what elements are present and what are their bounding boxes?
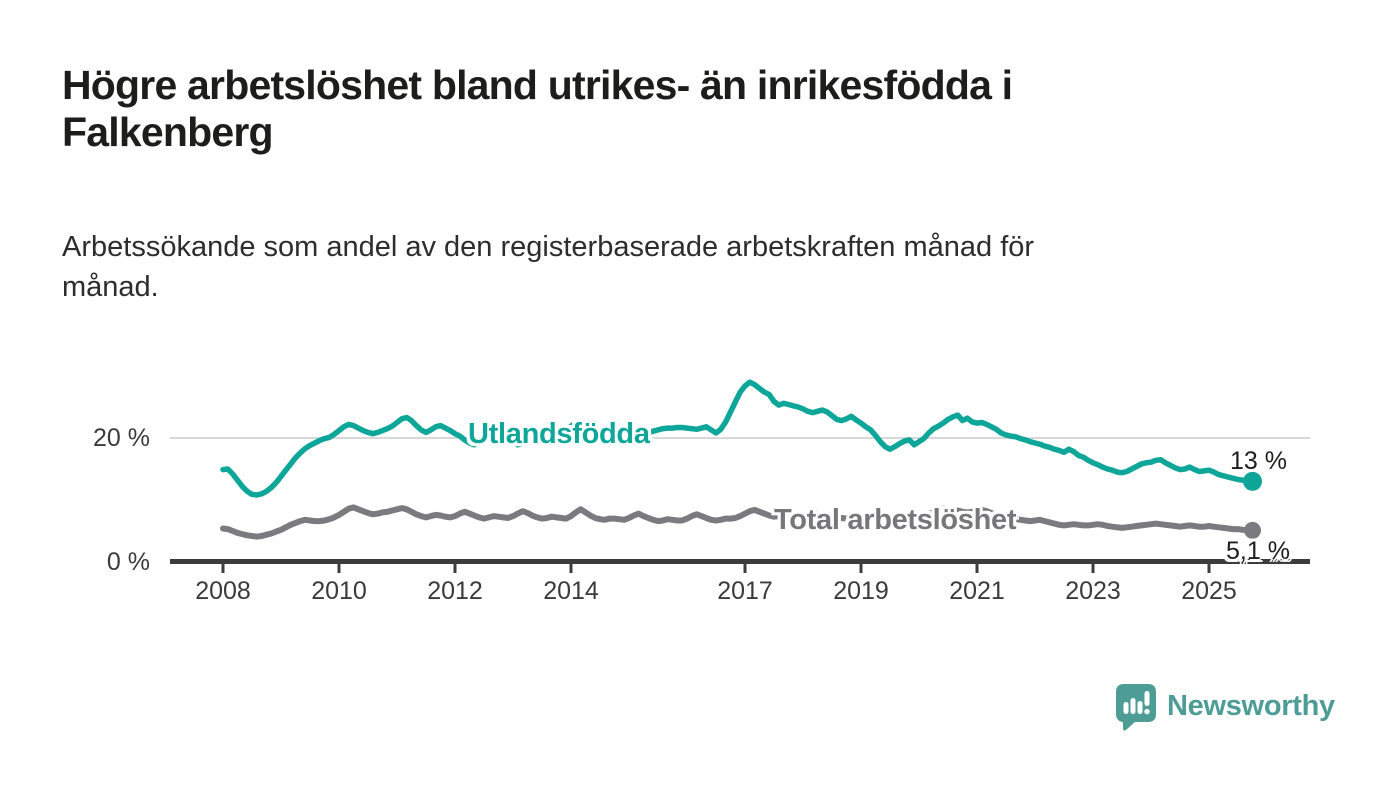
total-arbetsloshet-line	[220, 504, 1256, 540]
x-tick-label: 2008	[195, 577, 251, 605]
x-tick-label: 2025	[1181, 577, 1237, 605]
x-axis-tick	[743, 564, 747, 573]
x-axis-tick	[1207, 564, 1211, 573]
series-label-utlandsfodda: Utlandsfödda	[468, 418, 650, 450]
newsworthy-logo[interactable]: Newsworthy	[1115, 683, 1335, 733]
line-chart: 2008 2010 2012 2014 2017 2019 2021 2023 2025 20 …	[93, 379, 1310, 605]
chart-subtitle: Arbetssökande som andel av den registerb…	[62, 231, 1035, 303]
x-axis-tick	[1091, 564, 1095, 573]
end-value-label-total: 5,1 %	[1226, 537, 1290, 565]
series-label-total-arbetsloshet: Total arbetslöshet	[774, 504, 1017, 536]
gridline-20-percent	[170, 437, 1310, 439]
x-tick-label: 2012	[427, 577, 483, 605]
x-tick-label: 2021	[949, 577, 1005, 605]
newsworthy-logo-icon	[1116, 684, 1156, 731]
x-tick-label: 2010	[311, 577, 367, 605]
logo-exclamation-bar	[1144, 691, 1150, 706]
logo-bar-3	[1137, 701, 1143, 714]
logo-bar-2	[1130, 698, 1136, 714]
logo-exclamation-dot	[1144, 708, 1150, 715]
x-axis-tick	[975, 564, 979, 573]
x-axis-tick	[569, 564, 573, 573]
end-value-label-utlandsfodda: 13 %	[1230, 447, 1287, 475]
logo-bar-1	[1123, 702, 1129, 714]
x-tick-label: 2014	[543, 577, 599, 605]
x-axis-line	[170, 559, 1310, 564]
x-axis-tick	[337, 564, 341, 573]
x-axis-tick	[221, 564, 225, 573]
x-tick-label: 2019	[833, 577, 889, 605]
x-tick-label: 2023	[1065, 577, 1121, 605]
newsworthy-wordmark: Newsworthy	[1167, 690, 1335, 722]
y-tick-label-0: 0 %	[106, 548, 150, 576]
x-axis-tick	[453, 564, 457, 573]
x-axis-tick	[859, 564, 863, 573]
y-tick-label-20: 20 %	[93, 424, 150, 452]
x-tick-label: 2017	[717, 577, 773, 605]
chart-title: Högre arbetslöshet bland utrikes- än inr…	[62, 62, 1013, 155]
